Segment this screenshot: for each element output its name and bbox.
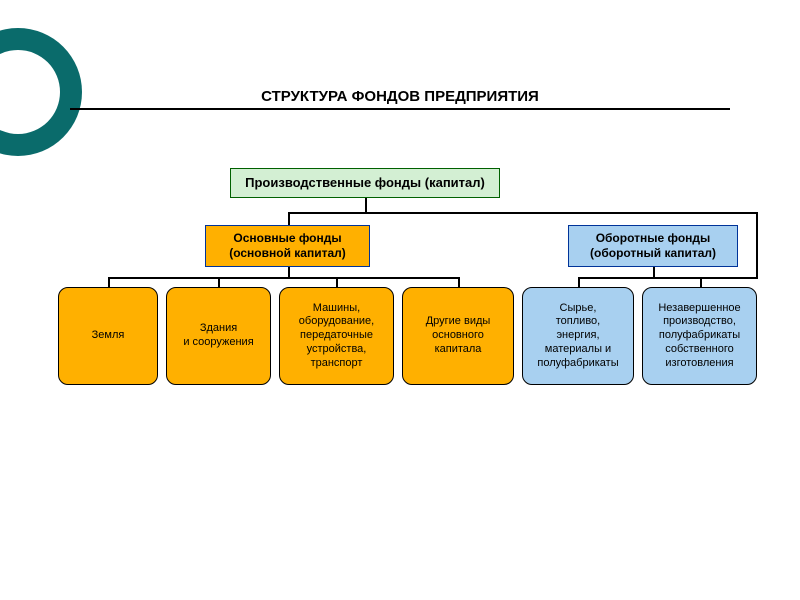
title-underline (70, 108, 730, 110)
connector-segment (365, 198, 367, 212)
node-leaf-buildings: Здания и сооружения (166, 287, 271, 385)
connector-segment (458, 277, 460, 287)
connector-segment (288, 212, 758, 214)
connector-segment (108, 277, 110, 287)
diagram-title: СТРУКТУРА ФОНДОВ ПРЕДПРИЯТИЯ (200, 88, 600, 105)
node-leaf-machines: Машины, оборудование, передаточные устро… (279, 287, 394, 385)
connector-segment (578, 277, 580, 287)
connector-segment (218, 277, 220, 287)
connector-segment (108, 277, 458, 279)
connector-segment (756, 212, 758, 279)
connector-segment (288, 212, 290, 225)
node-leaf-other: Другие виды основного капитала (402, 287, 514, 385)
connector-segment (756, 277, 758, 279)
connector-segment (700, 277, 702, 287)
connector-segment (336, 277, 338, 287)
connector-segment (578, 277, 758, 279)
node-leaf-raw: Сырье, топливо, энергия, материалы и пол… (522, 287, 634, 385)
node-root: Производственные фонды (капитал) (230, 168, 500, 198)
node-leaf-land: Земля (58, 287, 158, 385)
node-main-funds: Основные фонды (основной капитал) (205, 225, 370, 267)
node-leaf-wip: Незавершенное производство, полуфабрикат… (642, 287, 757, 385)
node-working-funds: Оборотные фонды (оборотный капитал) (568, 225, 738, 267)
